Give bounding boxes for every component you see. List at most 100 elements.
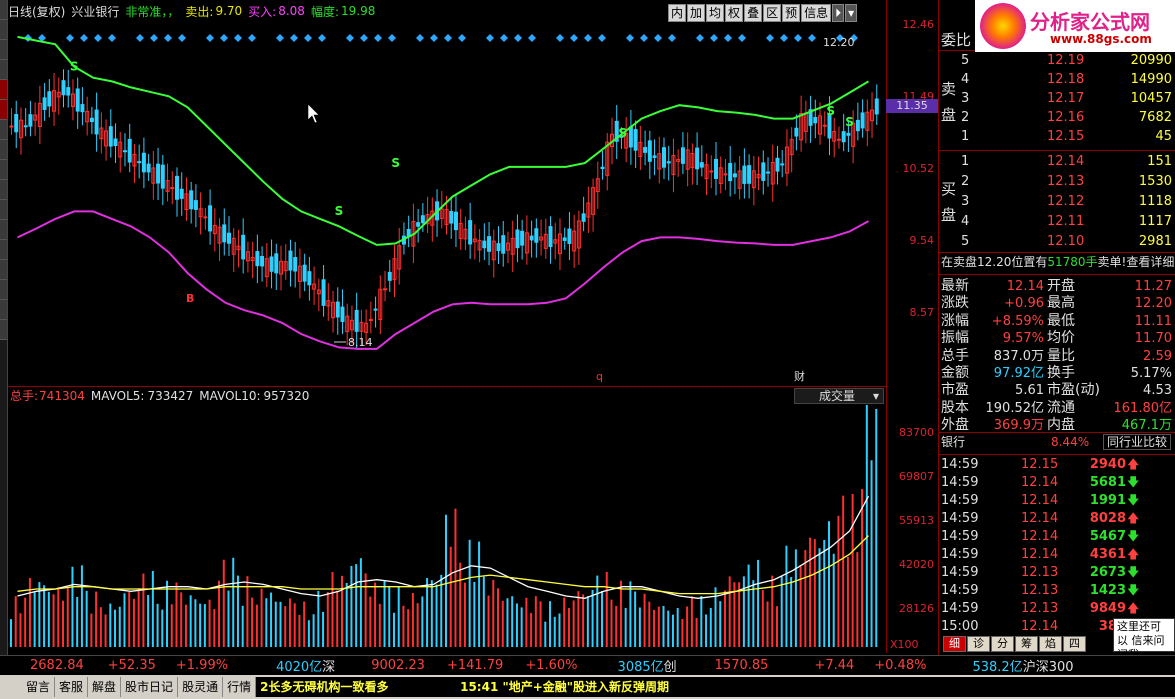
left-tab[interactable] xyxy=(0,40,7,60)
left-tab[interactable] xyxy=(0,160,7,180)
volume-header: 总手: 741304 MAVOL5: 733427 MAVOL10: 95732… xyxy=(8,386,886,404)
tick-row[interactable]: 14:59 12.14 1991 🡇 xyxy=(939,492,1175,509)
bottom-tab-liuyan[interactable]: 留言 xyxy=(22,677,56,697)
left-tab[interactable] xyxy=(0,180,7,200)
bottom-tab-kefu[interactable]: 客服 xyxy=(55,677,89,697)
buy-order-row[interactable]: 5 12.10 2981 xyxy=(939,233,1175,250)
help-tooltip[interactable]: 这里还可以 信来问问我 xyxy=(1113,618,1175,661)
order-notice[interactable]: 在卖盘12.20位置有51780手卖单!查看详细 xyxy=(939,254,1175,271)
tick-row[interactable]: 14:59 12.15 2940 🡅 xyxy=(939,456,1175,473)
left-tab[interactable] xyxy=(0,140,7,160)
volume-bar xyxy=(823,539,826,647)
tick-row[interactable]: 14:59 12.14 5467 🡇 xyxy=(939,528,1175,545)
left-tab[interactable] xyxy=(0,200,7,220)
sector-compare-button[interactable]: 同行业比较 xyxy=(1103,434,1172,450)
tab-chips[interactable]: 筹 xyxy=(1015,636,1038,652)
left-tab[interactable] xyxy=(0,240,7,260)
candle-body xyxy=(307,271,312,286)
indicator-select[interactable]: 成交量 ▾ xyxy=(794,388,884,404)
bottom-tab-hangqing[interactable]: 行情 xyxy=(223,677,257,697)
signal-diamond xyxy=(640,34,648,42)
tool-button-jia[interactable]: 加 xyxy=(687,4,706,22)
left-tab[interactable] xyxy=(0,320,7,340)
tool-button-qu[interactable]: 区 xyxy=(763,4,782,22)
tool-button-jun[interactable]: 均 xyxy=(706,4,725,22)
buy-order-row[interactable]: 3 12.12 1118 xyxy=(939,193,1175,210)
price-tick: 9.54 xyxy=(909,234,935,247)
expand-icon[interactable]: ⏵ xyxy=(832,4,845,22)
candle-body xyxy=(666,161,671,164)
left-tab[interactable] xyxy=(0,120,7,140)
sell-order-row[interactable]: 3 12.17 10457 xyxy=(939,90,1175,107)
bottom-tab-diary[interactable]: 股市日记 xyxy=(121,677,179,697)
quote-row[interactable]: 股本 190.52亿 流通 161.80亿 xyxy=(939,400,1175,417)
quote-row[interactable]: 涨幅 +8.59% 最低 11.11 xyxy=(939,313,1175,330)
left-tab[interactable] xyxy=(0,260,7,280)
tool-button-die[interactable]: 叠 xyxy=(744,4,763,22)
volume-chart[interactable] xyxy=(8,405,886,653)
tab-detail[interactable]: 细 xyxy=(943,636,966,652)
tick-row[interactable]: 14:59 12.13 2673 🡇 xyxy=(939,564,1175,581)
arrow-down-icon: 🡇 xyxy=(1127,529,1140,543)
bottom-tab-jiepan[interactable]: 解盘 xyxy=(88,677,122,697)
cy-label: 创 xyxy=(663,660,677,675)
quote-row[interactable]: 市盈 5.61 市盈(动) 4.53 xyxy=(939,382,1175,399)
tool-button-yu[interactable]: 预 xyxy=(782,4,801,22)
menu-down-icon[interactable]: ▾ xyxy=(845,4,858,22)
tab-four[interactable]: 四 xyxy=(1063,636,1086,652)
left-tab[interactable] xyxy=(0,0,7,20)
volume-bar xyxy=(619,580,622,647)
tool-button-info[interactable]: 信息 xyxy=(801,4,832,22)
sell-order-row[interactable]: 4 12.18 14990 xyxy=(939,71,1175,88)
period-label[interactable]: 日线(复权) xyxy=(8,4,66,19)
sell-order-row[interactable]: 2 12.16 7682 xyxy=(939,109,1175,126)
tick-row[interactable]: 14:59 12.13 1423 🡇 xyxy=(939,582,1175,599)
signal-diamond xyxy=(164,34,172,42)
buy-order-row[interactable]: 1 12.14 151 xyxy=(939,153,1175,170)
left-tab[interactable] xyxy=(0,220,7,240)
sell-order-row[interactable]: 1 12.15 45 xyxy=(939,128,1175,145)
buy-order-row[interactable]: 2 12.13 1530 xyxy=(939,173,1175,190)
quote-row[interactable]: 总手 837.0万 量比 2.59 xyxy=(939,348,1175,365)
tick-row[interactable]: 14:59 12.13 9849 🡅 xyxy=(939,600,1175,617)
left-tab[interactable] xyxy=(0,280,7,300)
quote-row[interactable]: 金额 97.92亿 换手 5.17% xyxy=(939,365,1175,382)
volume-bar xyxy=(515,603,518,647)
buy-order-row[interactable]: 4 12.11 1117 xyxy=(939,213,1175,230)
quote-row[interactable]: 外盘 369.9万 内盘 467.1万 xyxy=(939,417,1175,434)
left-tab[interactable] xyxy=(0,300,7,320)
sh-index[interactable]: 2682.84 xyxy=(30,658,84,673)
signal-diamond xyxy=(556,34,564,42)
candle-body xyxy=(156,163,161,184)
bottom-tab-gulingtong[interactable]: 股灵通 xyxy=(178,677,224,697)
news-ticker-1[interactable]: 2长多无碍机构一致看多 xyxy=(256,677,457,697)
tick-row[interactable]: 14:59 12.14 8028 🡅 xyxy=(939,510,1175,527)
left-tab-active[interactable] xyxy=(0,80,7,100)
tool-button-quan[interactable]: 权 xyxy=(725,4,744,22)
order-volume: 2981 xyxy=(1138,234,1172,249)
left-tab[interactable] xyxy=(0,20,7,40)
volume-bar xyxy=(473,581,476,647)
tick-time: 14:59 xyxy=(941,511,979,526)
quote-row[interactable]: 涨跌 +0.96 最高 12.20 xyxy=(939,295,1175,312)
volume-bar xyxy=(326,592,329,647)
tool-button-nei[interactable]: 内 xyxy=(668,4,687,22)
news-ticker-2[interactable]: 15:41 "地产+金融"股进入新反弹周期 xyxy=(456,677,1175,697)
tick-row[interactable]: 14:59 12.14 5681 🡇 xyxy=(939,474,1175,491)
tab-split[interactable]: 分 xyxy=(991,636,1014,652)
left-tab-active[interactable] xyxy=(0,100,7,120)
sell-order-row[interactable]: 5 12.19 20990 xyxy=(939,52,1175,69)
tab-flame[interactable]: 焰 xyxy=(1039,636,1062,652)
quote-row[interactable]: 最新 12.14 开盘 11.27 xyxy=(939,278,1175,295)
volume-bar xyxy=(709,607,712,647)
sz-pct: +1.60% xyxy=(525,658,578,673)
sector-row[interactable]: 银行 8.44% 同行业比较 xyxy=(939,434,1175,451)
tab-diagnose[interactable]: 诊 xyxy=(967,636,990,652)
sz-index[interactable]: 9002.23 xyxy=(371,658,425,673)
candle-body xyxy=(160,164,165,189)
cy-index[interactable]: 1570.85 xyxy=(714,658,769,673)
tick-row[interactable]: 14:59 12.14 4361 🡅 xyxy=(939,546,1175,563)
left-tab[interactable] xyxy=(0,60,7,80)
quote-row[interactable]: 振幅 9.57% 均价 11.70 xyxy=(939,330,1175,347)
